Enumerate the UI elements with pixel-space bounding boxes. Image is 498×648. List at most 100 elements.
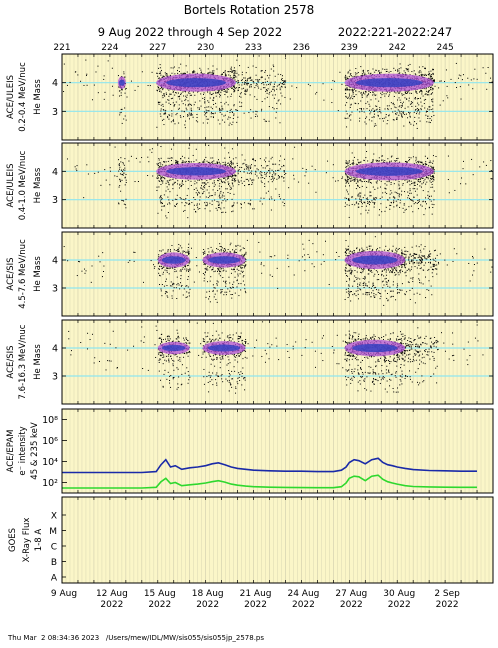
scatter-point	[159, 180, 161, 182]
scatter-point	[399, 72, 401, 74]
scatter-point	[118, 186, 120, 188]
scatter-point	[427, 117, 429, 119]
scatter-point	[351, 195, 353, 197]
scatter-point	[405, 160, 407, 162]
scatter-point	[230, 108, 232, 110]
scatter-point	[241, 182, 243, 184]
scatter-point	[350, 72, 352, 74]
scatter-point	[389, 92, 391, 94]
scatter-point	[353, 179, 355, 181]
scatter-point	[191, 202, 193, 204]
scatter-point	[204, 101, 206, 103]
scatter-point	[470, 79, 472, 81]
scatter-point	[180, 186, 182, 188]
scatter-point	[159, 161, 161, 163]
scatter-point	[215, 91, 217, 93]
scatter-point	[245, 79, 247, 81]
scatter-point	[428, 109, 430, 111]
scatter-point	[281, 86, 283, 88]
scatter-point	[378, 70, 380, 72]
scatter-point	[430, 186, 432, 188]
scatter-point	[384, 95, 386, 97]
y-axis-label: He Mass	[33, 167, 43, 203]
scatter-point	[405, 208, 407, 210]
scatter-point	[179, 184, 181, 186]
scatter-point	[224, 157, 226, 159]
scatter-point	[158, 159, 160, 161]
scatter-point	[243, 81, 245, 83]
scatter-point	[79, 261, 81, 263]
scatter-point	[388, 95, 390, 97]
scatter-point	[219, 93, 221, 95]
scatter-point	[374, 236, 376, 238]
scatter-point	[374, 71, 376, 73]
scatter-point	[124, 177, 126, 179]
scatter-point	[402, 101, 404, 103]
scatter-point	[363, 74, 365, 76]
scatter-point	[390, 183, 392, 185]
scatter-point	[208, 144, 210, 146]
scatter-point	[156, 72, 158, 74]
scatter-point	[270, 209, 272, 211]
scatter-point	[395, 92, 397, 94]
scatter-point	[246, 79, 248, 81]
scatter-point	[414, 109, 416, 111]
scatter-point	[397, 157, 399, 159]
scatter-point	[398, 196, 400, 198]
scatter-point	[187, 188, 189, 190]
scatter-point	[433, 199, 435, 201]
scatter-point	[231, 70, 233, 72]
scatter-point	[420, 74, 422, 76]
scatter-point	[410, 103, 412, 105]
scatter-point	[134, 181, 136, 183]
scatter-point	[378, 72, 380, 74]
scatter-point	[468, 84, 470, 86]
scatter-point	[221, 119, 223, 121]
scatter-point	[85, 270, 87, 272]
scatter-point	[389, 208, 391, 210]
scatter-point	[373, 116, 375, 118]
scatter-point	[160, 177, 162, 179]
scatter-point	[358, 91, 360, 93]
scatter-point	[128, 160, 130, 162]
scatter-point	[123, 169, 125, 171]
scatter-point	[160, 157, 162, 159]
scatter-point	[347, 71, 349, 73]
scatter-point	[410, 180, 412, 182]
scatter-point	[386, 70, 388, 72]
scatter-point	[193, 281, 195, 283]
scatter-point	[420, 177, 422, 179]
scatter-point	[241, 102, 243, 104]
scatter-point	[122, 163, 124, 165]
scatter-point	[214, 194, 216, 196]
scatter-point	[231, 88, 233, 90]
scatter-point	[196, 194, 198, 196]
scatter-point	[410, 261, 412, 263]
scatter-point	[432, 72, 434, 74]
scatter-point	[251, 182, 253, 184]
scatter-point	[224, 114, 226, 116]
scatter-point	[366, 94, 368, 96]
scatter-point	[409, 113, 411, 115]
scatter-point	[346, 166, 348, 168]
scatter-point	[430, 75, 432, 77]
scatter-point	[183, 210, 185, 212]
scatter-point	[223, 90, 225, 92]
scatter-point	[156, 126, 158, 128]
scatter-point	[399, 161, 401, 163]
scatter-point	[419, 181, 421, 183]
scatter-point	[376, 160, 378, 162]
scatter-point	[271, 156, 273, 158]
scatter-point	[120, 190, 122, 192]
scatter-point	[416, 188, 418, 190]
scatter-point	[173, 66, 175, 68]
scatter-point	[344, 89, 346, 91]
scatter-point	[458, 77, 460, 79]
scatter-point	[413, 182, 415, 184]
scatter-point	[248, 172, 250, 174]
scatter-point	[203, 93, 205, 95]
scatter-point	[181, 162, 183, 164]
scatter-point	[434, 85, 436, 87]
scatter-point	[360, 200, 362, 202]
